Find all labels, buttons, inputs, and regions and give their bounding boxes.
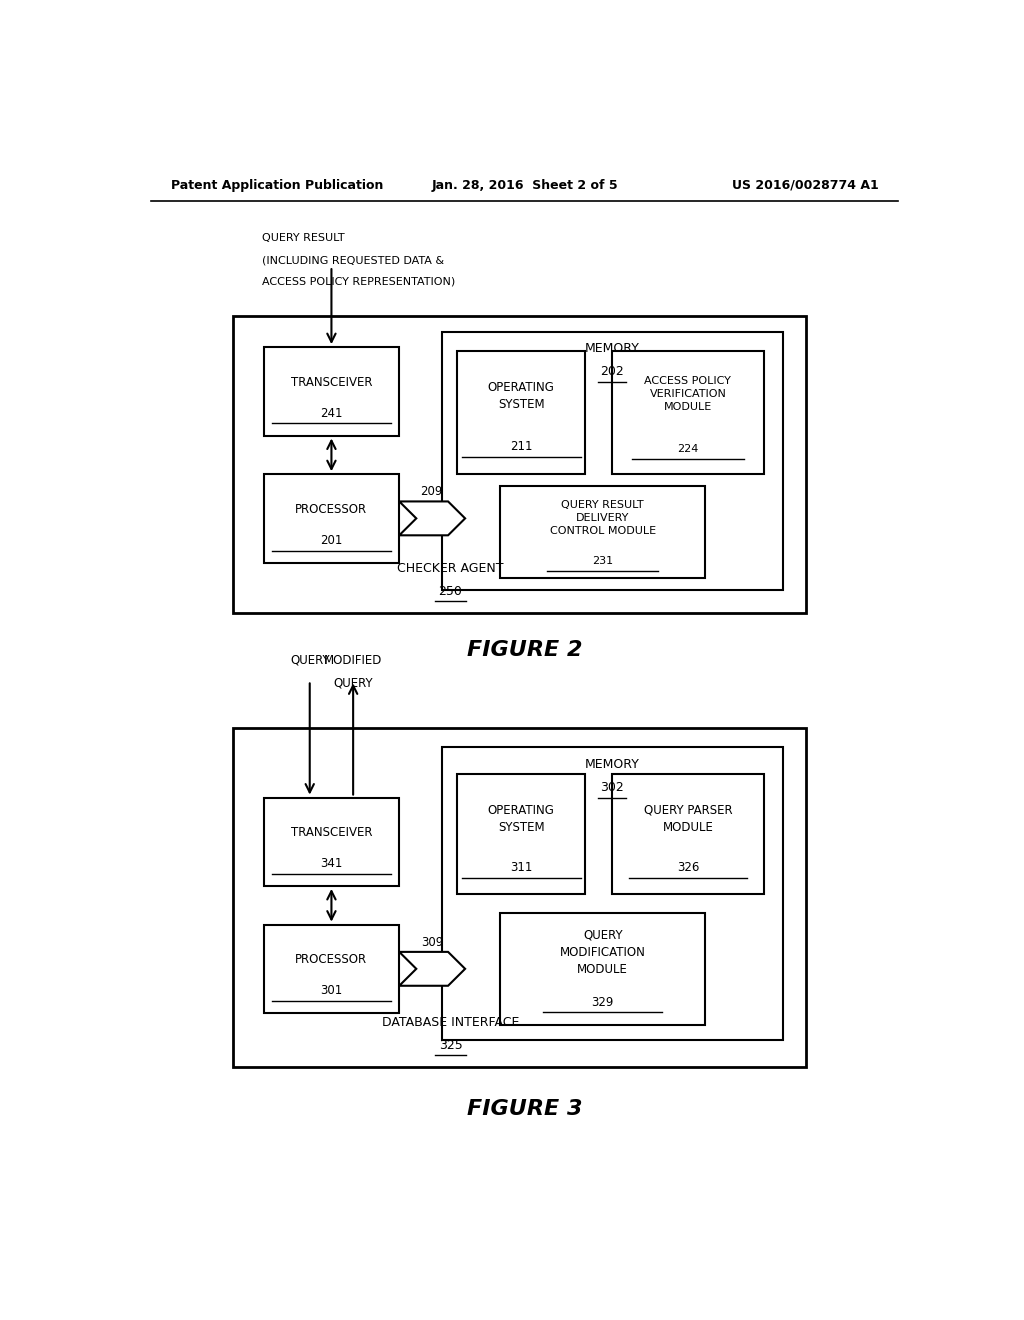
Bar xyxy=(263,347,399,436)
Text: QUERY: QUERY xyxy=(290,653,330,667)
Text: OPERATING
SYSTEM: OPERATING SYSTEM xyxy=(487,381,555,412)
Polygon shape xyxy=(399,502,465,536)
Text: 250: 250 xyxy=(438,585,463,598)
Text: 301: 301 xyxy=(321,985,343,998)
Text: 326: 326 xyxy=(677,861,699,874)
Text: Patent Application Publication: Patent Application Publication xyxy=(171,178,383,191)
Text: 211: 211 xyxy=(510,441,532,454)
Text: ACCESS POLICY REPRESENTATION): ACCESS POLICY REPRESENTATION) xyxy=(262,277,455,286)
Bar xyxy=(232,317,806,612)
Text: 325: 325 xyxy=(438,1039,463,1052)
Text: 341: 341 xyxy=(321,858,343,870)
Text: OPERATING
SYSTEM: OPERATING SYSTEM xyxy=(487,804,555,833)
Bar xyxy=(442,747,783,1040)
Text: 311: 311 xyxy=(510,861,532,874)
Bar xyxy=(612,351,764,474)
Text: (INCLUDING REQUESTED DATA &: (INCLUDING REQUESTED DATA & xyxy=(262,255,443,265)
Text: 224: 224 xyxy=(677,445,698,454)
Text: QUERY PARSER
MODULE: QUERY PARSER MODULE xyxy=(644,804,732,833)
Text: ACCESS POLICY
VERIFICATION
MODULE: ACCESS POLICY VERIFICATION MODULE xyxy=(644,376,731,412)
Text: MODIFIED: MODIFIED xyxy=(324,653,382,667)
Text: DATABASE INTERFACE: DATABASE INTERFACE xyxy=(382,1016,519,1028)
Text: QUERY: QUERY xyxy=(334,677,373,689)
Text: US 2016/0028774 A1: US 2016/0028774 A1 xyxy=(732,178,879,191)
Text: 241: 241 xyxy=(321,407,343,420)
Bar xyxy=(263,924,399,1014)
Text: MEMORY: MEMORY xyxy=(585,758,640,771)
Text: 329: 329 xyxy=(592,995,613,1008)
Text: MEMORY: MEMORY xyxy=(585,342,640,355)
Text: TRANSCEIVER: TRANSCEIVER xyxy=(291,376,372,389)
Bar xyxy=(232,729,806,1067)
Text: QUERY RESULT
DELIVERY
CONTROL MODULE: QUERY RESULT DELIVERY CONTROL MODULE xyxy=(550,500,655,536)
Polygon shape xyxy=(399,952,465,986)
Bar xyxy=(263,474,399,562)
Bar xyxy=(500,486,706,578)
Text: FIGURE 2: FIGURE 2 xyxy=(467,640,583,660)
Text: QUERY RESULT: QUERY RESULT xyxy=(262,234,344,243)
Text: PROCESSOR: PROCESSOR xyxy=(295,953,368,966)
Text: 309: 309 xyxy=(421,936,443,949)
Bar xyxy=(458,775,586,894)
Text: PROCESSOR: PROCESSOR xyxy=(295,503,368,516)
Text: 231: 231 xyxy=(592,557,613,566)
Bar xyxy=(500,913,706,1024)
Text: QUERY
MODIFICATION
MODULE: QUERY MODIFICATION MODULE xyxy=(560,928,645,975)
Bar xyxy=(458,351,586,474)
Bar xyxy=(442,331,783,590)
Text: 202: 202 xyxy=(600,366,625,379)
Text: 209: 209 xyxy=(421,486,443,499)
Text: TRANSCEIVER: TRANSCEIVER xyxy=(291,826,372,840)
Text: 302: 302 xyxy=(600,781,625,795)
Text: Jan. 28, 2016  Sheet 2 of 5: Jan. 28, 2016 Sheet 2 of 5 xyxy=(431,178,618,191)
Text: CHECKER AGENT: CHECKER AGENT xyxy=(397,561,504,574)
Bar xyxy=(263,797,399,886)
Text: 201: 201 xyxy=(321,535,343,546)
Text: FIGURE 3: FIGURE 3 xyxy=(467,1100,583,1119)
Bar xyxy=(612,775,764,894)
